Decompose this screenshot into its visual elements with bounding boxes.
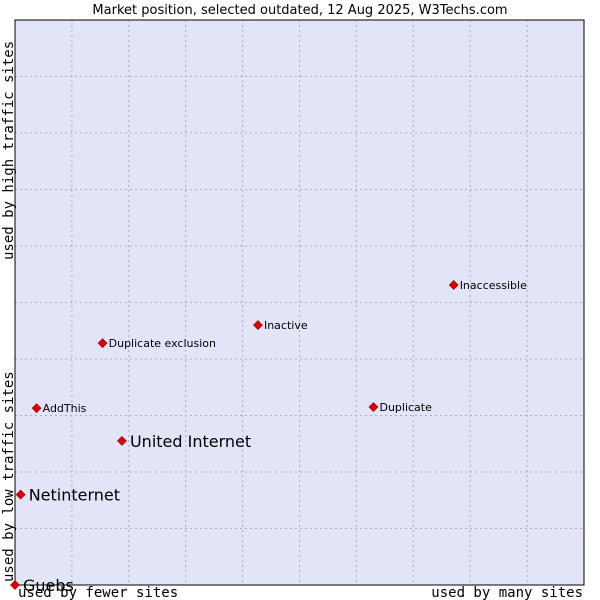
y-axis-label-bottom: used by low traffic sites: [1, 371, 17, 582]
data-point: Guebs: [10, 576, 74, 595]
point-label: United Internet: [130, 432, 251, 451]
data-point: Duplicate exclusion: [97, 337, 216, 350]
point-label: Inactive: [264, 319, 308, 332]
point-marker: [10, 580, 20, 590]
point-marker: [448, 280, 459, 290]
x-axis-label-left: used by fewer sites: [18, 585, 178, 600]
point-marker: [31, 403, 42, 414]
point-label: Duplicate: [379, 401, 432, 414]
point-marker: [117, 436, 127, 446]
data-point: AddThis: [31, 402, 87, 415]
points: Inaccessible Inactive Duplicate exclusion A…: [10, 279, 527, 595]
grid: [15, 20, 584, 585]
point-marker: [97, 338, 108, 349]
data-point: Duplicate: [368, 401, 432, 414]
point-label: Guebs: [23, 576, 74, 595]
point-marker: [368, 402, 379, 412]
point-label: AddThis: [43, 402, 87, 415]
chart-title: Market position, selected outdated, 12 A…: [92, 3, 507, 18]
data-point: Inaccessible: [448, 279, 527, 292]
point-label: Duplicate exclusion: [109, 337, 216, 350]
plot-border: [14, 19, 585, 586]
point-marker: [15, 489, 26, 500]
point-marker: [253, 320, 263, 331]
data-point: United Internet: [117, 432, 251, 451]
x-axis-label-right: used by many sites: [431, 585, 583, 600]
point-label: Inaccessible: [460, 279, 527, 292]
y-axis-label-top: used by high traffic sites: [1, 41, 17, 260]
point-label: Netinternet: [29, 486, 120, 505]
data-point: Inactive: [253, 319, 308, 332]
data-point: Netinternet: [15, 486, 120, 505]
